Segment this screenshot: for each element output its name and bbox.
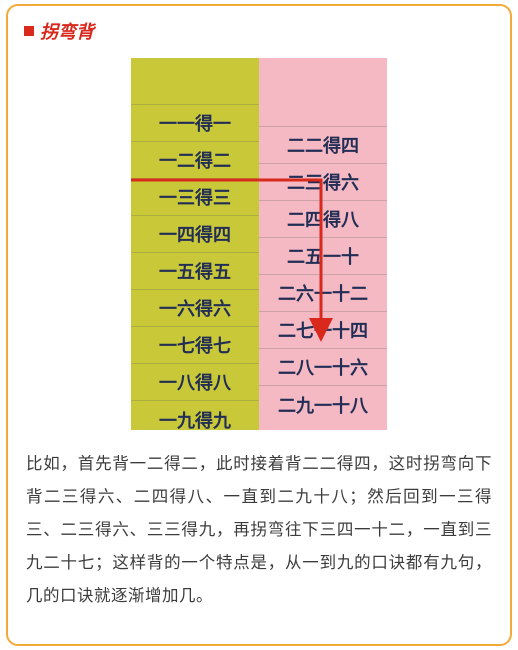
table-inner: 一一得一 一二得二 一三得三 一四得四 一五得五 一六得六 一七得七 一八得八 … [131, 58, 387, 430]
cell: 一二得二 [131, 141, 259, 178]
explanation-paragraph: 比如，首先背一二得二，此时接着背二二得四，这时拐弯向下背二三得六、二四得八、一直… [24, 448, 494, 613]
cell: 二五一十 [259, 237, 387, 274]
title-bullet [24, 26, 34, 36]
cell: 一九得九 [131, 400, 259, 430]
column-ones: 一一得一 一二得二 一三得三 一四得四 一五得五 一六得六 一七得七 一八得八 … [131, 58, 259, 430]
cell: 二八一十六 [259, 348, 387, 385]
cell: 一七得七 [131, 326, 259, 363]
cell: 二二得四 [259, 126, 387, 163]
cell: 一六得六 [131, 289, 259, 326]
cell: 二七一十四 [259, 311, 387, 348]
multiplication-table: 一一得一 一二得二 一三得三 一四得四 一五得五 一六得六 一七得七 一八得八 … [24, 58, 494, 430]
content-area: 拐弯背 一一得一 一二得二 一三得三 一四得四 一五得五 一六得六 一七得七 一… [0, 0, 518, 633]
title-row: 拐弯背 [24, 18, 494, 44]
cell: 二三得六 [259, 163, 387, 200]
cell: 二九一十八 [259, 385, 387, 415]
title-text: 拐弯背 [40, 18, 94, 44]
column-twos: 二二得四 二三得六 二四得八 二五一十 二六一十二 二七一十四 二八一十六 二九… [259, 58, 387, 430]
cell: 一五得五 [131, 252, 259, 289]
cell: 一三得三 [131, 178, 259, 215]
cell: 二六一十二 [259, 274, 387, 311]
cell: 一八得八 [131, 363, 259, 400]
cell: 一四得四 [131, 215, 259, 252]
cell: 一一得一 [131, 104, 259, 141]
cell: 二四得八 [259, 200, 387, 237]
